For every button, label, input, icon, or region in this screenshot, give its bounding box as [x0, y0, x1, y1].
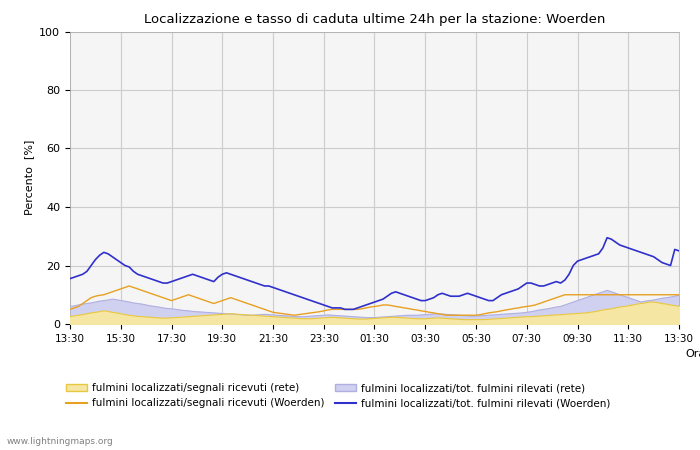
Y-axis label: Percento  [%]: Percento [%]	[24, 140, 34, 216]
Title: Localizzazione e tasso di caduta ultime 24h per la stazione: Woerden: Localizzazione e tasso di caduta ultime …	[144, 13, 606, 26]
Legend: fulmini localizzati/segnali ricevuti (rete), fulmini localizzati/segnali ricevut: fulmini localizzati/segnali ricevuti (re…	[62, 379, 615, 412]
Text: Orario: Orario	[685, 349, 700, 359]
Text: www.lightningmaps.org: www.lightningmaps.org	[7, 436, 113, 446]
